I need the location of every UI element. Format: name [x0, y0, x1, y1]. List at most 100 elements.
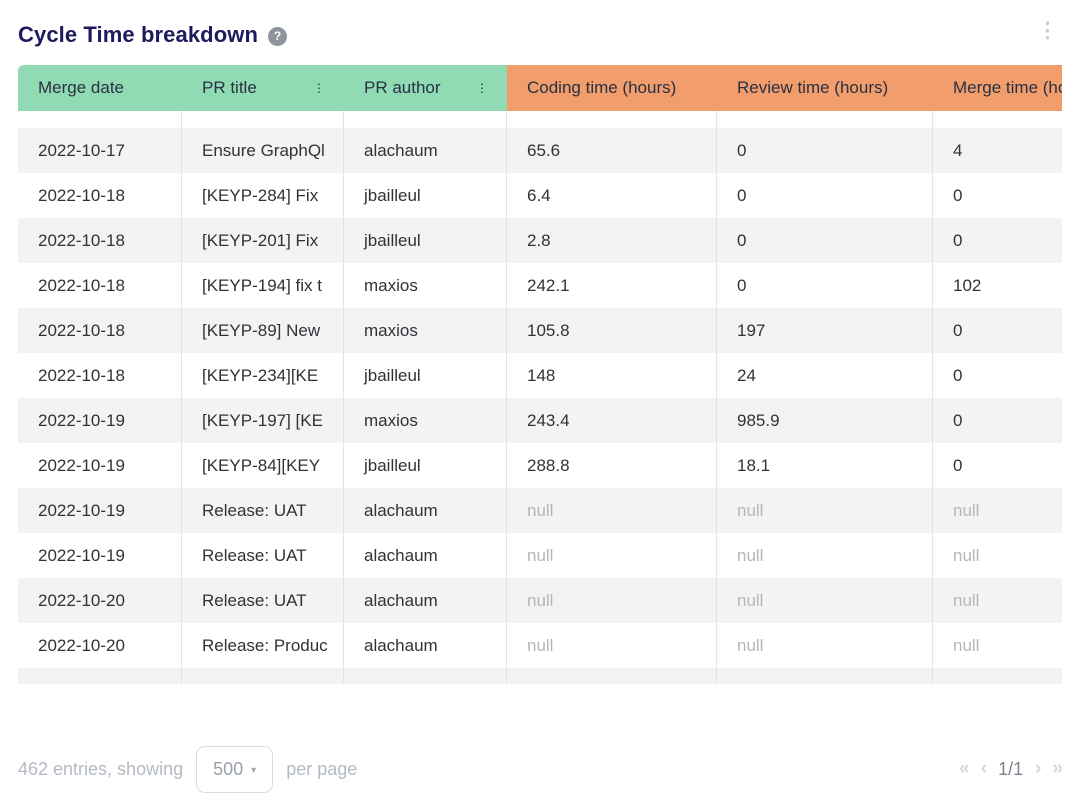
- cell-value: [KEYP-89] New: [202, 320, 321, 340]
- cell-coding: 65.6: [507, 128, 717, 173]
- table-row: 2022-10-18 [KEYP-284] Fix jbailleul 6.4 0 0: [18, 173, 1062, 218]
- cell-value: 2.8: [527, 230, 551, 250]
- cell-merge: null: [933, 533, 1062, 578]
- column-filter-icon[interactable]: ⋮: [313, 81, 325, 95]
- cell-value: 2022-10-19: [38, 410, 125, 430]
- cell-value: [KEYP-201] Fix: [202, 230, 319, 250]
- cell-value: 102: [953, 275, 982, 295]
- cell-coding: 148: [507, 353, 717, 398]
- cell-value: null: [737, 590, 764, 610]
- cell-author: alachaum: [344, 623, 507, 668]
- page-title: Cycle Time breakdown: [18, 22, 259, 47]
- cell-value: [KEYP-197] [KE: [202, 410, 323, 430]
- cell-value: 0: [953, 185, 963, 205]
- cell-date: 2022-10-17: [18, 128, 182, 173]
- table-row: 2022-10-19 [KEYP-84][KEY jbailleul 288.8 18.…: [18, 443, 1062, 488]
- cell-review: 0: [717, 173, 933, 218]
- cell-title: [KEYP-194] fix t: [182, 263, 344, 308]
- kebab-menu-icon[interactable]: ⋮: [1037, 19, 1058, 42]
- cell-value: 148: [527, 365, 556, 385]
- cell-author: maxios: [344, 308, 507, 353]
- next-page-button[interactable]: ›: [1035, 758, 1041, 779]
- table-row: 2022-10-20 Release: Produc alachaum null nul…: [18, 623, 1062, 668]
- cell-value: null: [527, 635, 554, 655]
- cell-coding: 243.4: [507, 398, 717, 443]
- cell-review: null: [717, 488, 933, 533]
- cell-author: alachaum: [344, 578, 507, 623]
- column-header-pr-author: PR author ⋮: [344, 65, 507, 111]
- cell-date: 2022-10-18: [18, 173, 182, 218]
- table-footer: 462 entries, showing 500 ▾ per page « ‹ …: [18, 745, 1063, 793]
- page-size-value: 500: [213, 758, 244, 779]
- cell-merge: 0: [933, 398, 1062, 443]
- cell-value: 197: [737, 320, 766, 340]
- cell-coding: 105.8: [507, 308, 717, 353]
- cell-value: alachaum: [364, 500, 438, 520]
- entries-summary: 462 entries, showing 500 ▾ per page: [18, 745, 357, 793]
- column-filter-icon[interactable]: ⋮: [476, 81, 488, 95]
- cell-value: Release: UAT: [202, 500, 307, 520]
- last-page-button[interactable]: »: [1052, 758, 1063, 779]
- cell-merge: 102: [933, 263, 1062, 308]
- cell-title: [KEYP-84][KEY: [182, 443, 344, 488]
- cell-value: 243.4: [527, 410, 570, 430]
- cell-value: maxios: [364, 320, 418, 340]
- cell-value: null: [527, 590, 554, 610]
- cell-author: alachaum: [344, 533, 507, 578]
- cell-value: 0: [953, 410, 963, 430]
- cell-title: [KEYP-234][KE: [182, 353, 344, 398]
- cell-coding: null: [507, 488, 717, 533]
- page-size-select[interactable]: 500 ▾: [196, 745, 274, 793]
- entries-count-label: 462 entries, showing: [18, 758, 184, 779]
- cell-coding: 242.1: [507, 263, 717, 308]
- cell-merge: 4: [933, 128, 1062, 173]
- cell-value: 0: [953, 320, 963, 340]
- column-header-pr-title: PR title ⋮: [182, 65, 344, 111]
- column-header-merge-date: Merge date: [18, 65, 182, 111]
- cell-value: 24: [737, 365, 756, 385]
- cell-merge: null: [933, 578, 1062, 623]
- table-row: 2022-10-18 [KEYP-89] New maxios 105.8 197 0: [18, 308, 1062, 353]
- cell-author: jbailleul: [344, 353, 507, 398]
- table-row: 2022-10-19 Release: UAT alachaum null null nu…: [18, 488, 1062, 533]
- cell-value: null: [953, 635, 980, 655]
- cell-author: jbailleul: [344, 173, 507, 218]
- cell-date: 2022-10-18: [18, 263, 182, 308]
- prev-page-button[interactable]: ‹: [980, 758, 987, 779]
- cell-value: Ensure GraphQl: [202, 140, 325, 160]
- help-icon[interactable]: ?: [268, 26, 288, 46]
- cell-date: 2022-10-19: [18, 398, 182, 443]
- column-header-review-time-hours: Review time (hours): [717, 65, 933, 111]
- cell-author: maxios: [344, 263, 507, 308]
- cell-review: 24: [717, 353, 933, 398]
- cell-title: Release: UAT: [182, 533, 344, 578]
- cell-date: 2022-10-18: [18, 308, 182, 353]
- caret-down-icon: ▾: [251, 764, 257, 776]
- cell-value: 242.1: [527, 275, 570, 295]
- cell-value: jbailleul: [364, 455, 421, 475]
- cell-merge: 0: [933, 218, 1062, 263]
- cell-date: 2022-10-20: [18, 623, 182, 668]
- cell-value: 0: [953, 365, 963, 385]
- panel-header: Cycle Time breakdown ?: [18, 20, 1062, 50]
- column-header-label: Coding time (hours): [527, 78, 677, 97]
- cell-value: 2022-10-18: [38, 230, 125, 250]
- cell-author: jbailleul: [344, 218, 507, 263]
- cell-title: Ensure GraphQl: [182, 128, 344, 173]
- column-header-label: PR title: [202, 78, 257, 97]
- table-row: 2022-10-19 Release: UAT alachaum null null nu…: [18, 533, 1062, 578]
- cell-coding: 288.8: [507, 443, 717, 488]
- cell-value: alachaum: [364, 545, 438, 565]
- first-page-button[interactable]: «: [959, 758, 970, 779]
- cell-coding: null: [507, 533, 717, 578]
- cell-date: 2022-10-18: [18, 353, 182, 398]
- cell-merge: 0: [933, 308, 1062, 353]
- cell-value: 18.1: [737, 455, 771, 475]
- cell-value: jbailleul: [364, 230, 421, 250]
- cell-date: 2022-10-19: [18, 533, 182, 578]
- cell-value: 4: [953, 140, 963, 160]
- cell-value: Release: Produc: [202, 635, 328, 655]
- cell-date: 2022-10-18: [18, 218, 182, 263]
- cell-value: 0: [737, 185, 747, 205]
